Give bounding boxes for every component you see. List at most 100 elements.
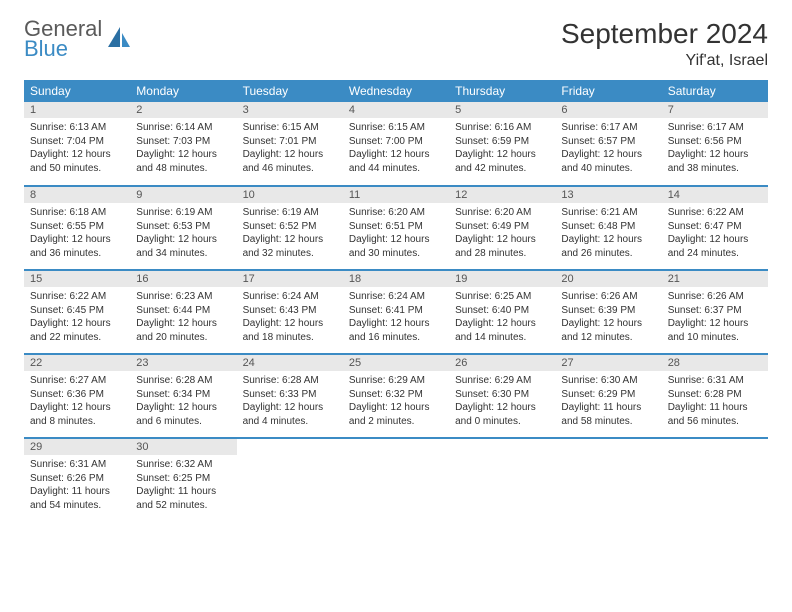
day-number: 28 (662, 355, 768, 371)
day-number: 5 (449, 102, 555, 118)
day-content: Sunrise: 6:26 AMSunset: 6:37 PMDaylight:… (662, 287, 768, 348)
day-number: 11 (343, 187, 449, 203)
day-content: Sunrise: 6:19 AMSunset: 6:52 PMDaylight:… (237, 203, 343, 264)
calendar-cell: 7Sunrise: 6:17 AMSunset: 6:56 PMDaylight… (662, 102, 768, 186)
day-content: Sunrise: 6:15 AMSunset: 7:01 PMDaylight:… (237, 118, 343, 179)
logo-word-2: Blue (24, 38, 102, 60)
calendar-cell (662, 438, 768, 522)
day-number: 27 (555, 355, 661, 371)
calendar-cell (343, 438, 449, 522)
calendar-cell: 29Sunrise: 6:31 AMSunset: 6:26 PMDayligh… (24, 438, 130, 522)
day-content: Sunrise: 6:26 AMSunset: 6:39 PMDaylight:… (555, 287, 661, 348)
day-content: Sunrise: 6:23 AMSunset: 6:44 PMDaylight:… (130, 287, 236, 348)
calendar-cell: 9Sunrise: 6:19 AMSunset: 6:53 PMDaylight… (130, 186, 236, 270)
calendar-cell: 21Sunrise: 6:26 AMSunset: 6:37 PMDayligh… (662, 270, 768, 354)
calendar-cell: 11Sunrise: 6:20 AMSunset: 6:51 PMDayligh… (343, 186, 449, 270)
day-content: Sunrise: 6:27 AMSunset: 6:36 PMDaylight:… (24, 371, 130, 432)
day-number: 22 (24, 355, 130, 371)
day-content: Sunrise: 6:20 AMSunset: 6:51 PMDaylight:… (343, 203, 449, 264)
weekday-header-row: Sunday Monday Tuesday Wednesday Thursday… (24, 80, 768, 102)
calendar-cell: 13Sunrise: 6:21 AMSunset: 6:48 PMDayligh… (555, 186, 661, 270)
calendar-cell: 18Sunrise: 6:24 AMSunset: 6:41 PMDayligh… (343, 270, 449, 354)
day-content: Sunrise: 6:31 AMSunset: 6:26 PMDaylight:… (24, 455, 130, 516)
day-number: 14 (662, 187, 768, 203)
weekday-header: Saturday (662, 80, 768, 102)
day-number: 15 (24, 271, 130, 287)
day-number: 9 (130, 187, 236, 203)
day-number: 13 (555, 187, 661, 203)
day-content: Sunrise: 6:25 AMSunset: 6:40 PMDaylight:… (449, 287, 555, 348)
weekday-header: Wednesday (343, 80, 449, 102)
day-number: 26 (449, 355, 555, 371)
day-content: Sunrise: 6:32 AMSunset: 6:25 PMDaylight:… (130, 455, 236, 516)
calendar-cell: 19Sunrise: 6:25 AMSunset: 6:40 PMDayligh… (449, 270, 555, 354)
day-number: 29 (24, 439, 130, 455)
calendar-cell (555, 438, 661, 522)
calendar-cell: 8Sunrise: 6:18 AMSunset: 6:55 PMDaylight… (24, 186, 130, 270)
weekday-header: Sunday (24, 80, 130, 102)
calendar-cell: 25Sunrise: 6:29 AMSunset: 6:32 PMDayligh… (343, 354, 449, 438)
day-number: 12 (449, 187, 555, 203)
calendar-body: 1Sunrise: 6:13 AMSunset: 7:04 PMDaylight… (24, 102, 768, 522)
logo: General Blue (24, 18, 132, 60)
calendar-cell (449, 438, 555, 522)
calendar-row: 8Sunrise: 6:18 AMSunset: 6:55 PMDaylight… (24, 186, 768, 270)
day-content: Sunrise: 6:17 AMSunset: 6:57 PMDaylight:… (555, 118, 661, 179)
day-content: Sunrise: 6:18 AMSunset: 6:55 PMDaylight:… (24, 203, 130, 264)
logo-text: General Blue (24, 18, 102, 60)
day-content: Sunrise: 6:13 AMSunset: 7:04 PMDaylight:… (24, 118, 130, 179)
calendar-cell: 23Sunrise: 6:28 AMSunset: 6:34 PMDayligh… (130, 354, 236, 438)
day-number: 8 (24, 187, 130, 203)
calendar-cell: 6Sunrise: 6:17 AMSunset: 6:57 PMDaylight… (555, 102, 661, 186)
calendar-cell: 30Sunrise: 6:32 AMSunset: 6:25 PMDayligh… (130, 438, 236, 522)
weekday-header: Friday (555, 80, 661, 102)
calendar-cell: 1Sunrise: 6:13 AMSunset: 7:04 PMDaylight… (24, 102, 130, 186)
calendar-cell: 16Sunrise: 6:23 AMSunset: 6:44 PMDayligh… (130, 270, 236, 354)
day-number: 3 (237, 102, 343, 118)
day-number: 23 (130, 355, 236, 371)
day-number: 10 (237, 187, 343, 203)
day-number: 18 (343, 271, 449, 287)
calendar-row: 1Sunrise: 6:13 AMSunset: 7:04 PMDaylight… (24, 102, 768, 186)
calendar-row: 29Sunrise: 6:31 AMSunset: 6:26 PMDayligh… (24, 438, 768, 522)
weekday-header: Monday (130, 80, 236, 102)
sail-icon (106, 25, 132, 51)
day-content: Sunrise: 6:22 AMSunset: 6:45 PMDaylight:… (24, 287, 130, 348)
calendar-row: 15Sunrise: 6:22 AMSunset: 6:45 PMDayligh… (24, 270, 768, 354)
calendar-cell: 15Sunrise: 6:22 AMSunset: 6:45 PMDayligh… (24, 270, 130, 354)
calendar-cell: 28Sunrise: 6:31 AMSunset: 6:28 PMDayligh… (662, 354, 768, 438)
title-block: September 2024 Yif'at, Israel (561, 18, 768, 70)
day-number: 21 (662, 271, 768, 287)
day-content: Sunrise: 6:16 AMSunset: 6:59 PMDaylight:… (449, 118, 555, 179)
day-number: 30 (130, 439, 236, 455)
location-label: Yif'at, Israel (561, 52, 768, 70)
calendar-cell: 24Sunrise: 6:28 AMSunset: 6:33 PMDayligh… (237, 354, 343, 438)
calendar-row: 22Sunrise: 6:27 AMSunset: 6:36 PMDayligh… (24, 354, 768, 438)
weekday-header: Tuesday (237, 80, 343, 102)
day-content: Sunrise: 6:21 AMSunset: 6:48 PMDaylight:… (555, 203, 661, 264)
day-number: 19 (449, 271, 555, 287)
calendar-cell: 12Sunrise: 6:20 AMSunset: 6:49 PMDayligh… (449, 186, 555, 270)
day-number: 16 (130, 271, 236, 287)
calendar-cell (237, 438, 343, 522)
day-content: Sunrise: 6:22 AMSunset: 6:47 PMDaylight:… (662, 203, 768, 264)
calendar-cell: 17Sunrise: 6:24 AMSunset: 6:43 PMDayligh… (237, 270, 343, 354)
calendar-cell: 10Sunrise: 6:19 AMSunset: 6:52 PMDayligh… (237, 186, 343, 270)
day-number: 24 (237, 355, 343, 371)
header: General Blue September 2024 Yif'at, Isra… (24, 18, 768, 70)
page-title: September 2024 (561, 18, 768, 50)
weekday-header: Thursday (449, 80, 555, 102)
day-content: Sunrise: 6:24 AMSunset: 6:41 PMDaylight:… (343, 287, 449, 348)
day-number: 6 (555, 102, 661, 118)
day-content: Sunrise: 6:30 AMSunset: 6:29 PMDaylight:… (555, 371, 661, 432)
day-content: Sunrise: 6:28 AMSunset: 6:33 PMDaylight:… (237, 371, 343, 432)
calendar-cell: 3Sunrise: 6:15 AMSunset: 7:01 PMDaylight… (237, 102, 343, 186)
day-content: Sunrise: 6:29 AMSunset: 6:30 PMDaylight:… (449, 371, 555, 432)
day-content: Sunrise: 6:29 AMSunset: 6:32 PMDaylight:… (343, 371, 449, 432)
day-content: Sunrise: 6:28 AMSunset: 6:34 PMDaylight:… (130, 371, 236, 432)
day-number: 25 (343, 355, 449, 371)
day-content: Sunrise: 6:24 AMSunset: 6:43 PMDaylight:… (237, 287, 343, 348)
calendar-table: Sunday Monday Tuesday Wednesday Thursday… (24, 80, 768, 522)
calendar-cell: 27Sunrise: 6:30 AMSunset: 6:29 PMDayligh… (555, 354, 661, 438)
calendar-cell: 26Sunrise: 6:29 AMSunset: 6:30 PMDayligh… (449, 354, 555, 438)
